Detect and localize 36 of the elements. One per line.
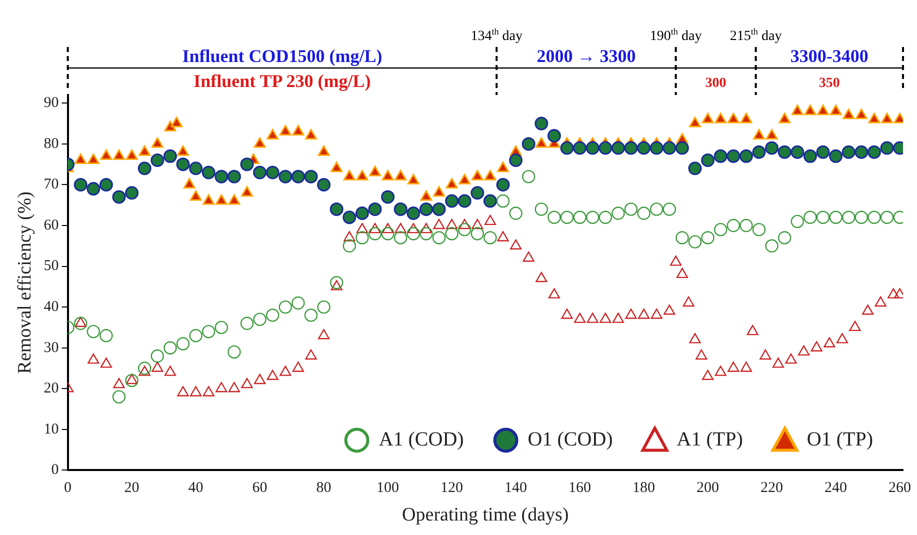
x-tick-label: 160: [568, 480, 592, 496]
x-tick-label: 0: [64, 480, 72, 496]
y-tick-label: 70: [44, 176, 59, 193]
y-tick-label: 90: [44, 95, 59, 112]
legend-label: A1 (TP): [676, 428, 743, 450]
text: 3300-3400: [790, 46, 868, 66]
y-tick-label: 30: [44, 340, 59, 356]
x-tick-label: 80: [316, 480, 332, 496]
legend-label: O1 (COD): [528, 428, 613, 450]
text: 350: [818, 76, 840, 91]
y-tick-label: 10: [44, 421, 59, 438]
text: Influent TP 230 (mg/L): [194, 71, 371, 91]
x-tick-label: 200: [696, 480, 720, 496]
x-tick-label: 60: [252, 480, 268, 496]
legend-label: O1 (TP): [806, 428, 874, 450]
legend-label: A1 (COD): [378, 428, 464, 450]
x-tick-label: 220: [760, 480, 784, 496]
y-tick-label: 40: [44, 299, 59, 316]
x-tick-label: 40: [188, 480, 204, 496]
y-tick-label: 0: [51, 462, 59, 478]
y-axis-title: Removal efficiency (%): [14, 192, 36, 374]
text: 300: [705, 76, 726, 91]
x-tick-label: 260: [888, 480, 912, 496]
text: Influent COD1500 (mg/L): [182, 46, 382, 66]
y-tick-label: 50: [44, 258, 59, 274]
x-tick-label: 180: [632, 480, 656, 496]
x-tick-label: 100: [376, 480, 400, 496]
x-tick-label: 120: [440, 480, 464, 496]
x-tick-label: 20: [124, 480, 140, 496]
x-axis-title: Operating time (days): [402, 504, 569, 526]
text: 2000 → 3300: [536, 46, 636, 66]
y-tick-label: 80: [44, 136, 59, 152]
y-tick-label: 60: [44, 217, 59, 234]
x-tick-label: 140: [504, 480, 528, 496]
y-tick-label: 20: [44, 380, 59, 397]
x-tick-label: 240: [824, 480, 848, 496]
